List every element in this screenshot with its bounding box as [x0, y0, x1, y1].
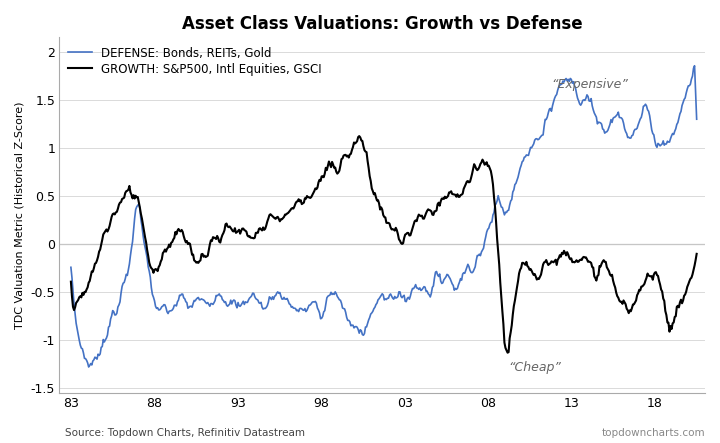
DEFENSE: Bonds, REITs, Gold: (1.98e+03, -1.28): Bonds, REITs, Gold: (1.98e+03, -1.28): [84, 364, 93, 369]
Legend: DEFENSE: Bonds, REITs, Gold, GROWTH: S&P500, Intl Equities, GSCI: DEFENSE: Bonds, REITs, Gold, GROWTH: S&P…: [68, 47, 322, 76]
GROWTH: S&P500, Intl Equities, GSCI: (2e+03, 1.12): S&P500, Intl Equities, GSCI: (2e+03, 1.1…: [355, 133, 364, 139]
DEFENSE: Bonds, REITs, Gold: (1.99e+03, -0.593): Bonds, REITs, Gold: (1.99e+03, -0.593): [228, 299, 237, 304]
DEFENSE: Bonds, REITs, Gold: (2.01e+03, 0.205): Bonds, REITs, Gold: (2.01e+03, 0.205): [485, 222, 494, 227]
DEFENSE: Bonds, REITs, Gold: (2.02e+03, 1.3): Bonds, REITs, Gold: (2.02e+03, 1.3): [693, 117, 701, 122]
GROWTH: S&P500, Intl Equities, GSCI: (2.01e+03, 0.444): S&P500, Intl Equities, GSCI: (2.01e+03, …: [436, 199, 445, 204]
Text: topdowncharts.com: topdowncharts.com: [602, 428, 706, 439]
DEFENSE: Bonds, REITs, Gold: (2.01e+03, -0.385): Bonds, REITs, Gold: (2.01e+03, -0.385): [436, 278, 445, 284]
GROWTH: S&P500, Intl Equities, GSCI: (2.02e+03, -0.102): S&P500, Intl Equities, GSCI: (2.02e+03, …: [693, 251, 701, 256]
DEFENSE: Bonds, REITs, Gold: (1.99e+03, -0.521): Bonds, REITs, Gold: (1.99e+03, -0.521): [179, 291, 187, 297]
Text: “Cheap”: “Cheap”: [508, 361, 561, 374]
GROWTH: S&P500, Intl Equities, GSCI: (2.01e+03, -1.13): S&P500, Intl Equities, GSCI: (2.01e+03, …: [503, 350, 512, 355]
DEFENSE: Bonds, REITs, Gold: (2.02e+03, 1.85): Bonds, REITs, Gold: (2.02e+03, 1.85): [690, 63, 699, 68]
GROWTH: S&P500, Intl Equities, GSCI: (1.99e+03, 0.151): S&P500, Intl Equities, GSCI: (1.99e+03, …: [228, 227, 236, 232]
GROWTH: S&P500, Intl Equities, GSCI: (1.98e+03, -0.391): S&P500, Intl Equities, GSCI: (1.98e+03, …: [66, 279, 75, 284]
GROWTH: S&P500, Intl Equities, GSCI: (2.01e+03, 0.787): S&P500, Intl Equities, GSCI: (2.01e+03, …: [485, 166, 494, 171]
Y-axis label: TDC Valuation Metric (Historical Z-Score): TDC Valuation Metric (Historical Z-Score…: [15, 101, 25, 329]
DEFENSE: Bonds, REITs, Gold: (2.01e+03, 1.14): Bonds, REITs, Gold: (2.01e+03, 1.14): [539, 132, 547, 138]
GROWTH: S&P500, Intl Equities, GSCI: (1.99e+03, 0.147): S&P500, Intl Equities, GSCI: (1.99e+03, …: [177, 227, 186, 233]
Title: Asset Class Valuations: Growth vs Defense: Asset Class Valuations: Growth vs Defens…: [181, 15, 582, 33]
GROWTH: S&P500, Intl Equities, GSCI: (2.01e+03, -0.19): S&P500, Intl Equities, GSCI: (2.01e+03, …: [540, 260, 549, 265]
Line: DEFENSE: Bonds, REITs, Gold: DEFENSE: Bonds, REITs, Gold: [71, 66, 697, 367]
DEFENSE: Bonds, REITs, Gold: (1.98e+03, -0.242): Bonds, REITs, Gold: (1.98e+03, -0.242): [66, 264, 75, 270]
Text: Source: Topdown Charts, Refinitiv Datastream: Source: Topdown Charts, Refinitiv Datast…: [65, 428, 305, 439]
DEFENSE: Bonds, REITs, Gold: (2e+03, -0.86): Bonds, REITs, Gold: (2e+03, -0.86): [351, 324, 359, 330]
Line: GROWTH: S&P500, Intl Equities, GSCI: GROWTH: S&P500, Intl Equities, GSCI: [71, 136, 697, 353]
Text: “Expensive”: “Expensive”: [552, 78, 629, 91]
GROWTH: S&P500, Intl Equities, GSCI: (2e+03, 1.06): S&P500, Intl Equities, GSCI: (2e+03, 1.0…: [350, 140, 359, 145]
